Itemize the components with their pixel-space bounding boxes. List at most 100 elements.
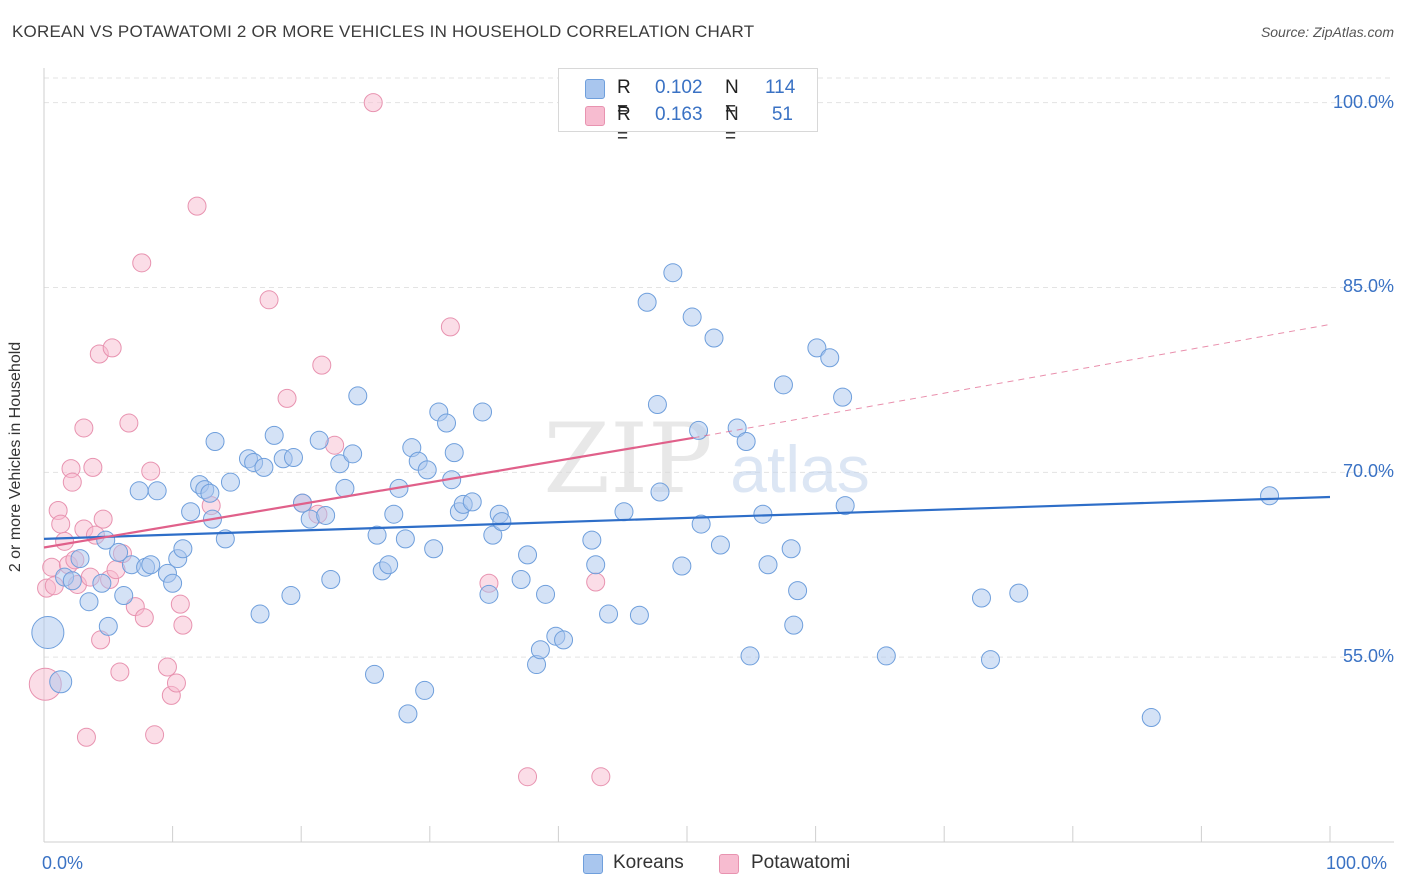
gridlines	[44, 77, 1394, 658]
korean-point	[281, 586, 301, 606]
korean-point	[629, 605, 649, 625]
potawatomi-point	[83, 457, 103, 477]
korean-point	[437, 413, 457, 433]
potawatomi-point	[141, 461, 161, 481]
korean-point	[599, 604, 619, 624]
korean-point	[367, 525, 387, 545]
korean-point	[384, 504, 404, 524]
potawatomi-point	[259, 290, 279, 310]
axes	[43, 68, 1394, 843]
korean-point	[536, 584, 556, 604]
korean-point	[530, 640, 550, 660]
x-tick-label-min: 0.0%	[42, 853, 84, 873]
korean-point	[92, 573, 112, 593]
korean-point	[835, 496, 855, 516]
korean-point	[462, 492, 482, 512]
korean-point	[758, 555, 778, 575]
korean-point	[518, 545, 538, 565]
legend-r-label: R =	[617, 77, 631, 120]
potawatomi-point	[134, 608, 154, 628]
legend-n-label: N =	[725, 104, 739, 147]
potawatomi-trend-extension	[693, 323, 1331, 439]
korean-point	[1141, 708, 1161, 728]
korean-point	[31, 616, 65, 650]
korean-point	[348, 386, 368, 406]
potawatomi-point	[62, 472, 82, 492]
korean-point	[740, 646, 760, 666]
korean-point	[62, 571, 82, 591]
korean-point	[689, 420, 709, 440]
potawatomi-point	[312, 355, 332, 375]
korean-point	[129, 481, 149, 501]
korean-point	[663, 263, 683, 283]
korean-point	[781, 539, 801, 559]
korean-point	[250, 604, 270, 624]
legend-r-label: R =	[617, 104, 631, 147]
korean-point	[807, 338, 827, 358]
y-axis-label: 2 or more Vehicles in Household	[7, 341, 24, 573]
korean-point	[682, 307, 702, 327]
korean-point	[637, 292, 657, 312]
potawatomi-point	[157, 657, 177, 677]
korean-point	[727, 418, 747, 438]
korean-point	[773, 375, 793, 395]
potawatomi-point	[170, 594, 190, 614]
potawatomi-point	[74, 418, 94, 438]
korean-point	[417, 460, 437, 480]
korean-point	[691, 514, 711, 534]
korean-point	[379, 555, 399, 575]
y-tick-label: 100.0%	[1332, 91, 1394, 112]
korean-point	[876, 646, 896, 666]
watermark: ZIP atlas	[543, 403, 869, 515]
korean-point	[220, 472, 240, 492]
korean-point	[971, 588, 991, 608]
potawatomi-point	[55, 531, 75, 551]
potawatomi-point	[76, 727, 96, 747]
legend-swatch-potawatomi	[585, 106, 605, 126]
korean-point	[173, 539, 193, 559]
korean-point	[114, 586, 134, 606]
korean-point	[1009, 583, 1029, 603]
korean-point	[582, 530, 602, 550]
korean-point	[820, 348, 840, 368]
korean-point	[415, 680, 435, 700]
bottom-legend-label-potawatomi: Potawatomi	[751, 852, 851, 873]
y-tick-label: 55.0%	[1342, 646, 1394, 667]
korean-point	[264, 425, 284, 445]
korean-point	[163, 573, 183, 593]
potawatomi-point	[166, 673, 186, 693]
korean-point	[788, 581, 808, 601]
korean-point	[672, 556, 692, 576]
legend-n-label: N =	[725, 77, 739, 120]
korean-point	[395, 529, 415, 549]
potawatomi-point	[145, 725, 165, 745]
bottom-legend-swatch-potawatomi	[719, 854, 739, 874]
potawatomi-point	[187, 196, 207, 216]
potawatomi-point	[277, 388, 297, 408]
korean-point	[365, 664, 385, 684]
legend-n-value: 51	[771, 104, 793, 125]
potawatomi-point	[591, 767, 611, 787]
korean-point	[492, 512, 512, 532]
potawatomi-point	[102, 338, 122, 358]
korean-point	[424, 539, 444, 559]
legend-swatch-koreans	[585, 79, 605, 99]
korean-point	[511, 570, 531, 590]
korean-point	[784, 615, 804, 635]
korean-point	[736, 432, 756, 452]
bottom-legend-swatch-koreans	[583, 854, 603, 874]
trend-lines	[43, 323, 1331, 549]
korean-point	[205, 432, 225, 452]
koreans-trend-line	[43, 495, 1331, 540]
korean-point	[710, 535, 730, 555]
potawatomi-point	[363, 93, 383, 113]
korean-point	[833, 387, 853, 407]
potawatomi-point	[440, 317, 460, 337]
korean-point	[444, 443, 464, 463]
korean-point	[254, 457, 274, 477]
korean-point	[147, 481, 167, 501]
bottom-legend-label-koreans: Koreans	[613, 852, 684, 873]
potawatomi-point	[51, 514, 71, 534]
korean-point	[309, 430, 329, 450]
